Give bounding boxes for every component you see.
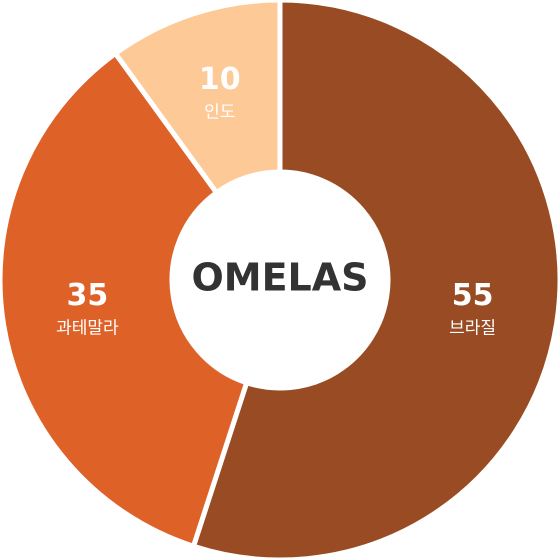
category-label: 브라질 <box>449 319 496 339</box>
value-label: 35 <box>67 278 109 313</box>
category-label: 과테말라 <box>56 319 119 339</box>
value-label: 10 <box>199 62 241 97</box>
donut-hole <box>170 170 390 390</box>
category-label: 인도 <box>204 103 235 123</box>
value-label: 55 <box>452 278 494 313</box>
center-text: OMELAS <box>191 256 368 300</box>
